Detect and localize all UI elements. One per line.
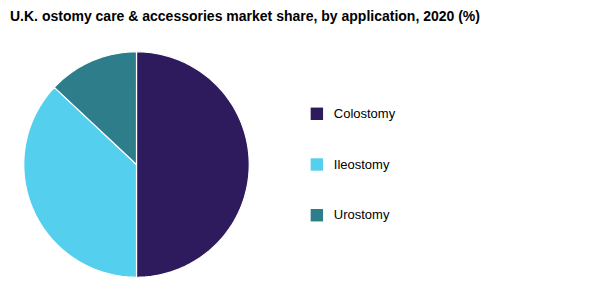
svg-text:Urostomy: Urostomy xyxy=(334,207,390,222)
svg-text:Ileostomy: Ileostomy xyxy=(334,157,390,172)
svg-text:Colostomy: Colostomy xyxy=(334,106,396,121)
html-text:U.K. ostomy care & accessories: U.K. ostomy care & accessories market sh… xyxy=(10,8,480,24)
